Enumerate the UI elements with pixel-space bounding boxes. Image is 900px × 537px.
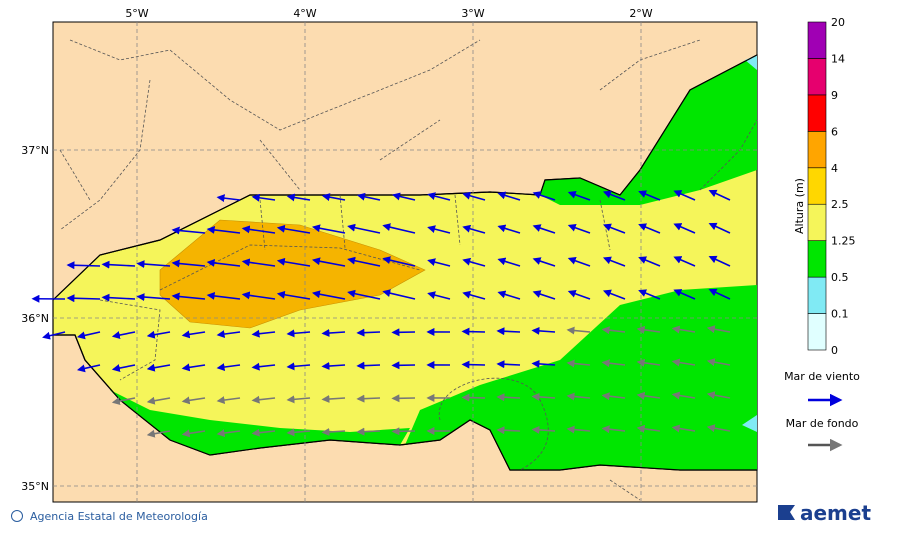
lon-label: 3°W: [461, 7, 484, 20]
wave-arrow: [358, 332, 380, 333]
footer-agency: Agencia Estatal de Meteorología: [30, 510, 208, 523]
wave-arrow: [463, 331, 485, 332]
wave-arrow: [498, 331, 520, 332]
colorbar-tick: 4: [831, 162, 838, 175]
lat-label: 36°N: [21, 312, 49, 325]
colorbar-tick: 0.1: [831, 308, 849, 321]
logo-icon: [778, 505, 795, 520]
colorbar-swatch: [808, 131, 826, 167]
colorbar-tick: 1.25: [831, 235, 856, 248]
wave-arrow: [358, 365, 380, 366]
colorbar-swatch: [808, 22, 826, 58]
colorbar-tick: 2.5: [831, 198, 849, 211]
colorbar-swatch: [808, 314, 826, 350]
colorbar-tick: 9: [831, 89, 838, 102]
colorbar-swatch: [808, 241, 826, 277]
colorbar-swatch: [808, 204, 826, 240]
lat-label: 35°N: [21, 480, 49, 493]
wave-arrow: [358, 431, 380, 432]
map: 5°W 4°W 3°W 2°W 37°N 36°N 35°N: [21, 7, 757, 502]
colorbar-swatch: [808, 95, 826, 131]
legend-swell: Mar de fondo: [786, 417, 859, 430]
lon-label: 5°W: [125, 7, 148, 20]
wave-arrow: [463, 397, 485, 398]
wave-arrow: [358, 398, 380, 399]
wave-arrow: [498, 397, 520, 398]
lat-label: 37°N: [21, 144, 49, 157]
wave-arrow: [498, 430, 520, 431]
colorbar-swatch: [808, 168, 826, 204]
colorbar-tick: 14: [831, 52, 845, 65]
wave-arrow: [463, 364, 485, 365]
lon-label: 2°W: [629, 7, 652, 20]
footer-logo: aemet: [800, 501, 871, 525]
colorbar-swatch: [808, 58, 826, 94]
copyright-icon: [12, 511, 23, 522]
wave-arrow: [498, 364, 520, 365]
colorbar-swatch: [808, 277, 826, 313]
legend-wind: Mar de viento: [784, 370, 860, 383]
colorbar-label: Altura (m): [793, 178, 806, 234]
colorbar-tick: 0: [831, 344, 838, 357]
colorbar: 0 0.1 0.5 1.25 2.5 4 6 9 14 20: [808, 16, 856, 357]
colorbar-tick: 0.5: [831, 271, 849, 284]
wave-arrow: [68, 298, 100, 299]
wave-arrow: [68, 265, 100, 266]
colorbar-tick: 20: [831, 16, 845, 29]
lon-label: 4°W: [293, 7, 316, 20]
colorbar-tick: 6: [831, 125, 838, 138]
